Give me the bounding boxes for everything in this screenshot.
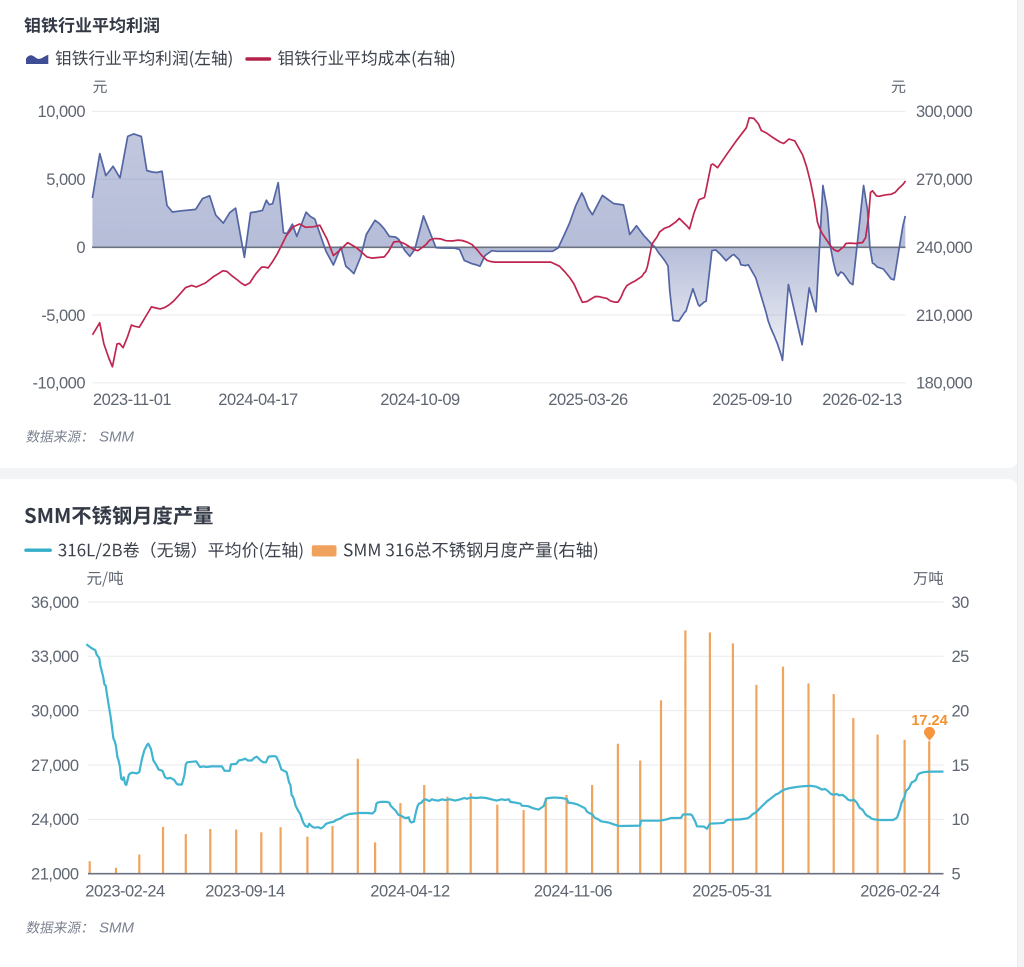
svg-text:270,000: 270,000 — [916, 171, 972, 189]
svg-text:0: 0 — [76, 239, 85, 257]
svg-text:SMM: SMM — [99, 920, 135, 937]
svg-text:30,000: 30,000 — [31, 702, 79, 720]
svg-text:30: 30 — [952, 594, 970, 612]
svg-text:2023-11-01: 2023-11-01 — [93, 391, 172, 409]
svg-text:240,000: 240,000 — [916, 239, 972, 257]
svg-text:2024-04-17: 2024-04-17 — [218, 391, 298, 409]
svg-text:33,000: 33,000 — [31, 648, 79, 666]
svg-text:25: 25 — [952, 648, 970, 666]
svg-text:2023-02-24: 2023-02-24 — [85, 883, 165, 901]
svg-text:10,000: 10,000 — [38, 103, 86, 121]
svg-text:10: 10 — [952, 811, 970, 829]
svg-text:2024-04-12: 2024-04-12 — [370, 883, 450, 901]
svg-text:15: 15 — [952, 757, 970, 775]
svg-text:180,000: 180,000 — [916, 375, 972, 393]
svg-text:SMM: SMM — [99, 429, 135, 446]
svg-text:-10,000: -10,000 — [33, 375, 86, 393]
svg-text:2026-02-13: 2026-02-13 — [822, 391, 902, 409]
svg-text:2025-09-10: 2025-09-10 — [712, 391, 792, 409]
svg-text:36,000: 36,000 — [31, 594, 79, 612]
svg-text:210,000: 210,000 — [916, 307, 972, 325]
svg-text:24,000: 24,000 — [31, 811, 79, 829]
svg-text:20: 20 — [952, 702, 970, 720]
svg-text:2026-02-24: 2026-02-24 — [860, 883, 940, 901]
svg-text:17.24: 17.24 — [911, 713, 947, 729]
svg-text:2024-11-06: 2024-11-06 — [534, 883, 613, 901]
svg-text:5: 5 — [952, 866, 961, 884]
svg-text:2025-03-26: 2025-03-26 — [548, 391, 628, 409]
svg-text:-5,000: -5,000 — [41, 307, 85, 325]
svg-text:27,000: 27,000 — [31, 757, 79, 775]
svg-text:2023-09-14: 2023-09-14 — [205, 883, 285, 901]
svg-text:2024-10-09: 2024-10-09 — [380, 391, 460, 409]
svg-text:21,000: 21,000 — [31, 866, 79, 884]
svg-text:300,000: 300,000 — [916, 103, 972, 121]
svg-text:2025-05-31: 2025-05-31 — [692, 883, 772, 901]
svg-text:5,000: 5,000 — [46, 171, 85, 189]
